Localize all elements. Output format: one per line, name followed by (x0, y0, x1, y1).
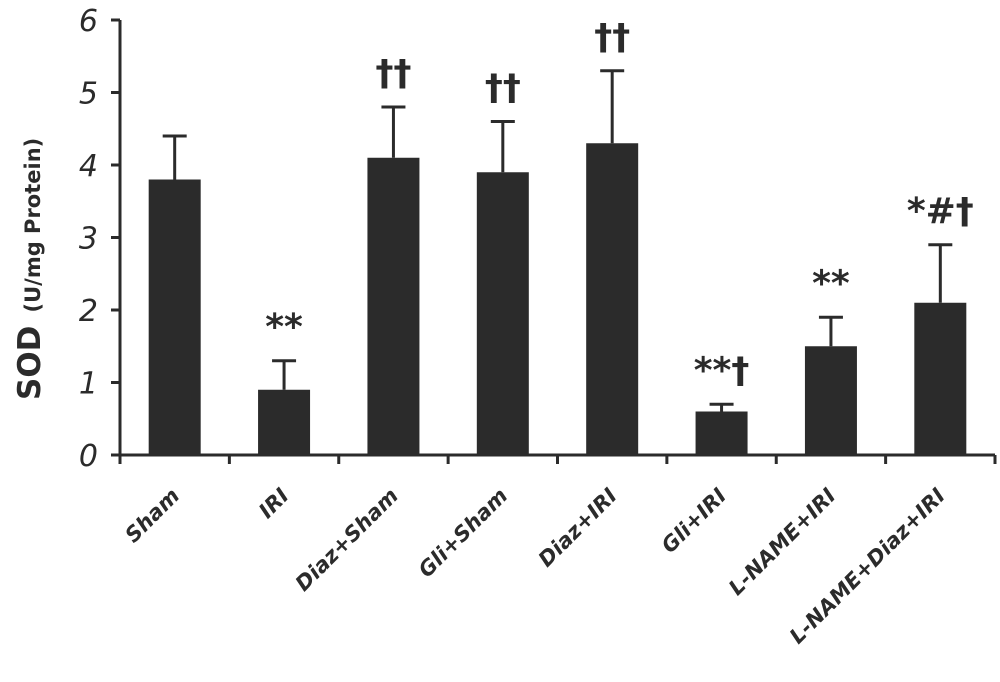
x-tick-label: Gli+IRI (657, 483, 731, 557)
bar-diaz-iri (586, 143, 639, 455)
bar-gli-iri (695, 411, 748, 455)
bar-sham (148, 179, 201, 455)
y-tick-label: 3 (79, 222, 98, 257)
bar-diaz-sham (367, 157, 420, 455)
y-tick-label: 4 (79, 149, 98, 184)
x-tick-label: Sham (120, 484, 184, 548)
svg-text:SOD (U/mg Protein): SOD (U/mg Protein) (12, 138, 48, 400)
y-tick-label: 1 (79, 367, 98, 402)
bar-gli-sham (476, 172, 529, 455)
y-axis-title: SOD (U/mg Protein) (12, 138, 48, 400)
x-tick-label: IRI (254, 483, 294, 523)
y-tick-label: 5 (79, 77, 98, 112)
plot-area: 0 1 2 3 4 5 6 Sham ** IRI †† Diaz+Sham †† Gli+Sham †† D… (79, 4, 997, 648)
x-tick-label: Gli+Sham (414, 484, 513, 583)
significance-annotation: ** (265, 307, 303, 348)
y-tick-label: 0 (79, 439, 98, 474)
x-tick-label: Diaz+Sham (291, 484, 403, 596)
x-tick-label: L-NAME+IRI (724, 483, 840, 599)
significance-annotation: †† (485, 68, 521, 109)
y-tick-label: 2 (79, 294, 98, 329)
x-tick-label: Diaz+IRI (534, 483, 622, 571)
y-axis-label: SOD (12, 326, 48, 400)
y-tick-label: 6 (79, 4, 98, 39)
significance-annotation: ** (812, 263, 850, 304)
bar-l-name-diaz-iri (914, 302, 967, 455)
bar-l-name-iri (804, 346, 857, 455)
significance-annotation: *#† (907, 191, 974, 232)
significance-annotation: **† (694, 350, 750, 391)
y-axis-unit: (U/mg Protein) (21, 138, 45, 313)
significance-annotation: †† (594, 17, 630, 58)
significance-annotation: †† (375, 53, 411, 94)
bar-iri (258, 389, 311, 455)
